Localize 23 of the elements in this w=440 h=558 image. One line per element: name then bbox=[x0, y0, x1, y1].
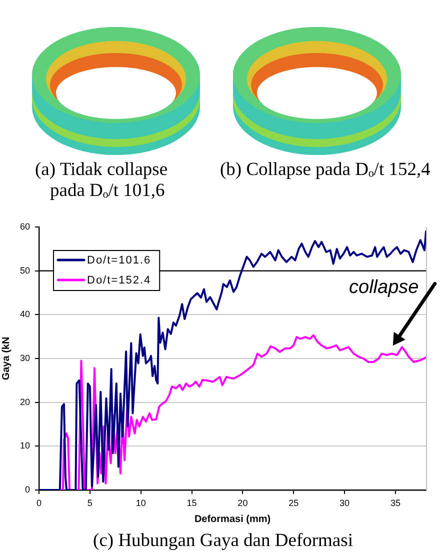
y-tick-label: 10 bbox=[20, 440, 30, 451]
y-tick-label: 40 bbox=[20, 309, 30, 320]
y-tick-label: 0 bbox=[24, 484, 30, 494]
x-tick-label: 0 bbox=[36, 498, 42, 508]
x-tick-label: 25 bbox=[288, 498, 299, 508]
x-axis-title: Deformasi (mm) bbox=[194, 514, 271, 525]
x-tick-label: 5 bbox=[87, 498, 92, 508]
x-tick-label: 20 bbox=[238, 498, 248, 508]
y-axis-title: Gaya (kN bbox=[0, 336, 12, 380]
x-tick-label: 30 bbox=[340, 498, 350, 508]
annotation: collapse bbox=[349, 276, 419, 298]
legend-label: Do/t=152.4 bbox=[87, 274, 152, 287]
y-tick-label: 50 bbox=[20, 265, 30, 276]
y-tick-label: 30 bbox=[20, 352, 30, 363]
text: (c) Hubungan Gaya dan Deformasi bbox=[92, 531, 354, 552]
legend-label: Do/t=101.6 bbox=[87, 254, 152, 267]
x-tick-label: 10 bbox=[136, 498, 146, 508]
y-tick-label: 60 bbox=[20, 221, 30, 232]
text: (a) Tidak collapse pada Dₒ/t 101,6 bbox=[35, 160, 169, 202]
x-tick-label: 35 bbox=[390, 498, 400, 508]
text: (b) Collapse pada Dₒ/t 152,4 bbox=[220, 160, 432, 181]
y-tick-label: 20 bbox=[20, 396, 30, 407]
x-tick-label: 15 bbox=[186, 498, 197, 508]
